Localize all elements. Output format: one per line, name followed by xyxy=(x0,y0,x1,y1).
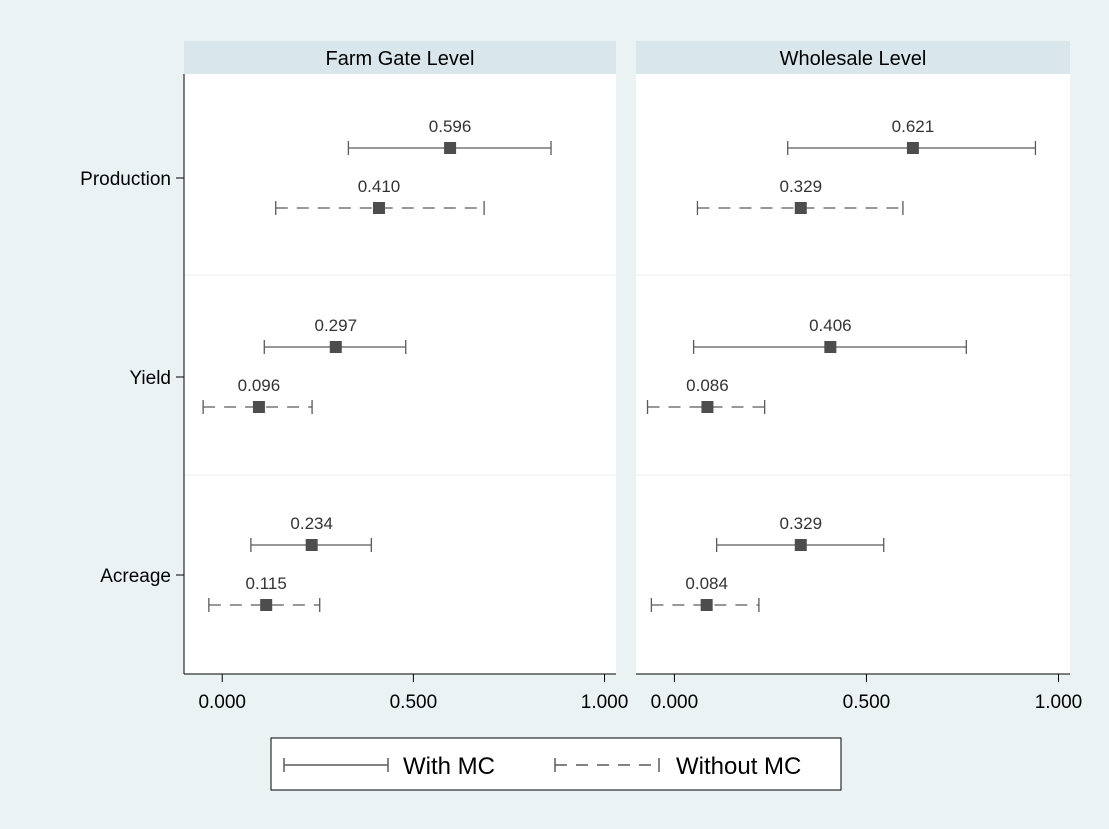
panel-strip xyxy=(636,41,1070,74)
point-production-without-mc: 0.329 xyxy=(696,177,904,215)
point-production-with-mc: 0.596 xyxy=(347,117,552,155)
legend-label: With MC xyxy=(403,753,495,780)
point-acreage-without-mc: 0.084 xyxy=(650,574,760,612)
legend-item-1: Without MC xyxy=(554,753,801,780)
point-label: 0.086 xyxy=(686,376,729,395)
panel-strip xyxy=(184,41,616,74)
legend-box xyxy=(270,737,842,791)
panel-title: Farm Gate Level xyxy=(326,48,475,70)
point-label: 0.329 xyxy=(779,177,822,196)
x-tick-label: 0.000 xyxy=(651,692,699,713)
point-acreage-with-mc: 0.329 xyxy=(716,514,885,552)
plot-area xyxy=(184,74,616,674)
panel-1: Wholesale Level 0.000 0.500 1.000 0.621 0.406… xyxy=(636,41,1082,713)
point-marker xyxy=(824,341,837,353)
x-tick-label: 0.500 xyxy=(390,692,438,713)
point-acreage-without-mc: 0.115 xyxy=(208,574,321,612)
legend: With MC Without MC xyxy=(270,737,842,791)
point-label: 0.096 xyxy=(238,376,281,395)
point-yield-with-mc: 0.297 xyxy=(263,316,407,354)
point-marker xyxy=(444,142,457,154)
point-marker xyxy=(305,539,318,551)
point-marker xyxy=(260,599,273,611)
x-tick-label: 1.000 xyxy=(581,692,629,713)
legend-item-0: With MC xyxy=(283,753,495,780)
point-label: 0.297 xyxy=(315,316,358,335)
point-label: 0.084 xyxy=(685,574,728,593)
plot-area xyxy=(636,74,1070,674)
panels-layer: Farm Gate Level 0.000 0.500 1.000 Production… xyxy=(80,41,1082,713)
y-tick-label: Production xyxy=(80,169,171,190)
point-production-without-mc: 0.410 xyxy=(275,177,485,215)
panel-title: Wholesale Level xyxy=(780,48,927,70)
point-marker xyxy=(794,202,807,214)
point-marker xyxy=(906,142,919,154)
y-tick-label: Yield xyxy=(129,368,171,389)
point-label: 0.234 xyxy=(290,514,333,533)
x-tick-label: 0.000 xyxy=(198,692,246,713)
point-yield-without-mc: 0.086 xyxy=(646,376,766,414)
point-marker xyxy=(700,599,713,611)
point-marker xyxy=(372,202,385,214)
x-tick-label: 1.000 xyxy=(1035,692,1083,713)
y-tick-label: Acreage xyxy=(100,566,171,587)
point-label: 0.115 xyxy=(246,574,287,593)
x-tick-label: 0.500 xyxy=(843,692,891,713)
point-marker xyxy=(701,401,714,413)
point-marker xyxy=(329,341,342,353)
point-label: 0.596 xyxy=(429,117,472,136)
point-marker xyxy=(794,539,807,551)
point-label: 0.329 xyxy=(779,514,822,533)
point-production-with-mc: 0.621 xyxy=(787,117,1037,155)
point-yield-with-mc: 0.406 xyxy=(692,316,967,354)
panel-0: Farm Gate Level 0.000 0.500 1.000 Production… xyxy=(80,41,628,713)
point-label: 0.621 xyxy=(892,117,935,136)
point-marker xyxy=(252,401,265,413)
point-acreage-with-mc: 0.234 xyxy=(250,514,372,552)
legend-label: Without MC xyxy=(676,753,801,780)
point-yield-without-mc: 0.096 xyxy=(202,376,313,414)
point-label: 0.406 xyxy=(809,316,852,335)
point-label: 0.410 xyxy=(358,177,401,196)
